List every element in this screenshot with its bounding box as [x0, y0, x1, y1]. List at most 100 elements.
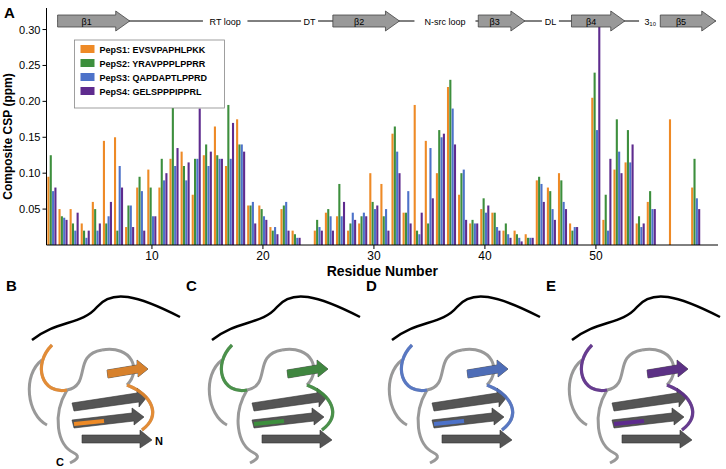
- bar: [636, 223, 638, 245]
- x-tick-label: 50: [589, 249, 603, 263]
- bar: [176, 148, 178, 245]
- bar: [598, 15, 600, 245]
- ribbon-loop: [221, 345, 282, 391]
- bar: [696, 198, 698, 245]
- y-tick-label: 0.25: [19, 59, 40, 71]
- highlight-loop: [41, 345, 67, 391]
- bar: [602, 220, 604, 245]
- bar: [227, 105, 229, 245]
- bar: [50, 155, 52, 245]
- bar: [280, 209, 282, 245]
- figure: A0.050.100.150.200.250.301020304050Resid…: [0, 0, 726, 469]
- bar: [429, 148, 431, 245]
- bar: [165, 173, 167, 245]
- bar: [605, 195, 607, 245]
- bar: [158, 188, 160, 245]
- strand-arrow: [333, 11, 400, 31]
- bar: [121, 188, 123, 245]
- label-bg: [639, 14, 662, 27]
- bar: [536, 180, 538, 245]
- legend-label: PepS4: GELSPPPIPPRL: [100, 87, 203, 97]
- legend-swatch: [81, 45, 95, 53]
- ribbon-strand: [432, 388, 507, 411]
- strand-label: β3: [489, 17, 499, 27]
- bar: [85, 238, 87, 245]
- bar: [574, 227, 576, 245]
- bar: [441, 137, 443, 245]
- bar: [394, 127, 396, 246]
- bar: [496, 227, 498, 245]
- bar: [272, 231, 274, 245]
- strand-label: β1: [82, 17, 92, 27]
- bar: [349, 223, 351, 245]
- y-tick-label: 0.30: [19, 24, 40, 36]
- strand-label: β5: [676, 17, 686, 27]
- bar: [383, 216, 385, 245]
- bar: [327, 209, 329, 245]
- bar: [358, 223, 360, 245]
- bar: [283, 206, 285, 246]
- bar: [521, 241, 523, 245]
- y-tick: [43, 173, 47, 174]
- bar: [632, 144, 634, 245]
- bar: [387, 231, 389, 245]
- bar: [96, 231, 98, 245]
- ribbon-loop: [667, 385, 693, 430]
- y-tick-label: 0.20: [19, 95, 40, 107]
- bar: [410, 223, 412, 245]
- bar: [507, 234, 509, 245]
- bar: [252, 202, 254, 245]
- ribbon-strand: [287, 360, 328, 378]
- bar: [398, 173, 400, 245]
- ribbon-loop: [581, 345, 642, 391]
- bar: [376, 206, 378, 246]
- bar: [316, 220, 318, 245]
- bar: [569, 223, 571, 245]
- bar: [221, 159, 223, 245]
- panel-label: C: [186, 277, 197, 294]
- ribbon-strand: [432, 408, 504, 428]
- ribbon-strand: [442, 430, 512, 448]
- bar: [502, 231, 504, 245]
- bar: [119, 166, 121, 245]
- bar: [207, 166, 209, 245]
- bar: [163, 180, 165, 245]
- strand-label: β2: [354, 17, 364, 27]
- bar: [116, 231, 118, 245]
- bar: [369, 173, 371, 245]
- y-axis-title: Composite CSP (ppm): [1, 73, 15, 199]
- bar: [463, 170, 465, 245]
- bar: [485, 213, 487, 245]
- peptide: [572, 296, 720, 340]
- region-label: RT loop: [210, 17, 241, 27]
- x-tick-label: 10: [145, 249, 159, 263]
- bar: [487, 206, 489, 246]
- bar: [480, 209, 482, 245]
- bar: [125, 227, 127, 245]
- bar: [651, 209, 653, 245]
- bar: [552, 209, 554, 245]
- strand-arrow: [478, 11, 525, 31]
- bar: [325, 213, 327, 245]
- bar: [403, 213, 405, 245]
- bar: [532, 238, 534, 245]
- bar: [509, 238, 511, 245]
- bar: [343, 202, 345, 245]
- bar: [236, 119, 238, 245]
- bar: [74, 231, 76, 245]
- bar: [627, 130, 629, 245]
- legend-box: [75, 40, 225, 108]
- bar: [443, 134, 445, 245]
- ribbon-strand: [467, 360, 508, 378]
- legend-label: PepS2: YRAVPPPLPPRR: [100, 59, 206, 69]
- bar: [147, 170, 149, 245]
- bar: [318, 227, 320, 245]
- bar: [543, 202, 545, 245]
- bar: [469, 223, 471, 245]
- bar: [196, 159, 198, 245]
- ribbon-loop: [41, 345, 102, 391]
- bar: [474, 223, 476, 245]
- structure-panel: BNC: [6, 277, 180, 468]
- bar: [185, 180, 187, 245]
- structure-panel: E: [546, 277, 720, 463]
